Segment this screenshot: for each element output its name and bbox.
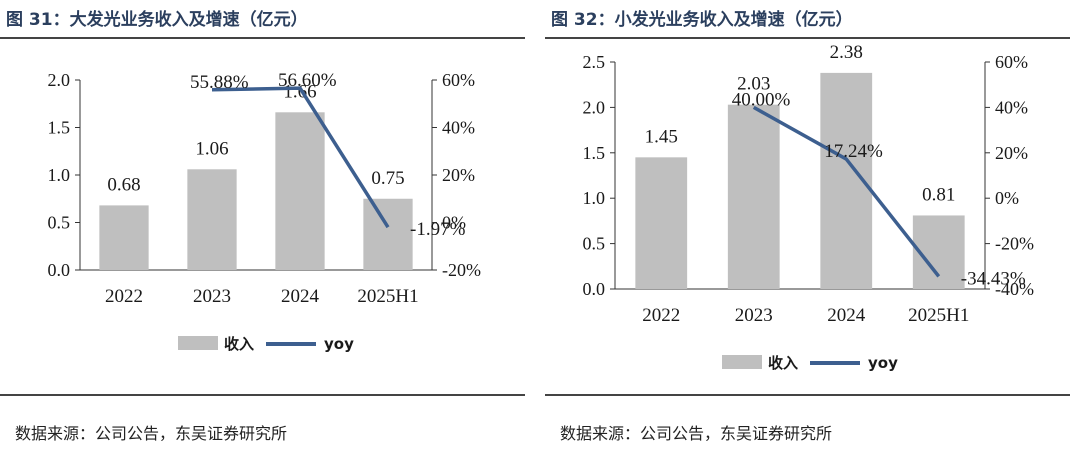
source-note: 数据来源：公司公告，东吴证券研究所	[15, 424, 288, 443]
legend-bar-swatch	[722, 355, 762, 369]
source-note: 数据来源：公司公告，东吴证券研究所	[560, 424, 833, 443]
bar-data-label: 2.03	[737, 74, 770, 95]
x-tick-label: 2025H1	[908, 305, 969, 326]
yoy-data-label: 55.88%	[190, 72, 249, 93]
y-right-tick-label: -40%	[995, 279, 1034, 299]
y-right-tick-label: 60%	[442, 70, 475, 90]
bar-data-label: 2.38	[830, 42, 863, 63]
y-left-tick-label: 1.0	[48, 165, 71, 185]
x-tick-label: 2023	[735, 305, 773, 326]
x-tick-label: 2022	[642, 305, 680, 326]
figure-31-panel: 图 31：大发光业务收入及增速（亿元） 0.0 0.5 1.0 1.5 2.0 -20% 0…	[0, 0, 535, 450]
yoy-data-label: -34.43%	[961, 268, 1026, 289]
x-tick-label: 2022	[105, 286, 143, 307]
x-tick-label: 2024	[827, 305, 866, 326]
legend-bar-swatch	[178, 336, 218, 350]
yoy-data-label: 40.00%	[732, 89, 791, 110]
y-right-tick-label: 20%	[995, 143, 1028, 163]
bar	[727, 104, 780, 290]
x-tick-label: 2025H1	[357, 286, 418, 307]
bottom-rule	[0, 394, 525, 396]
y-right-tick-label: -20%	[442, 260, 481, 280]
y-right-tick-label: 0%	[995, 188, 1019, 208]
top-rule	[545, 37, 1070, 39]
x-tick-label: 2023	[193, 286, 231, 307]
y-left-tick-label: 0.0	[583, 279, 606, 299]
legend-bar-label: 收入	[768, 354, 798, 372]
bar-data-label: 1.06	[195, 138, 228, 159]
figure-title: 图 32：小发光业务收入及增速（亿元）	[551, 10, 853, 30]
y-left-tick-label: 2.0	[583, 97, 606, 117]
y-right-tick-label: 20%	[442, 165, 475, 185]
y-right-tick-label: 40%	[995, 97, 1028, 117]
figure-title: 图 31：大发光业务收入及增速（亿元）	[6, 10, 308, 30]
yoy-data-label: 56.60%	[278, 70, 337, 91]
y-right-tick-label: 0%	[442, 213, 466, 233]
bar	[187, 169, 237, 270]
top-rule	[0, 37, 525, 39]
bar-data-label: 1.45	[645, 126, 678, 147]
chart-large-emission: 0.00.51.01.52.0-20%0%20%40%60%0.681.061.…	[48, 70, 482, 353]
bar	[635, 157, 688, 289]
bar-data-label: 0.81	[922, 184, 955, 205]
y-left-tick-label: 0.5	[48, 213, 71, 233]
y-left-tick-label: 0.5	[583, 234, 606, 254]
y-left-tick-label: 2.0	[48, 70, 71, 90]
y-right-tick-label: 60%	[995, 52, 1028, 72]
chart-small-emission: 0.0 0.5 1.0 1.5 2.0 2.5 -40% -20% 0% 20% 40% 60% 1.4…	[583, 42, 1035, 372]
legend-bar-label: 收入	[224, 335, 254, 353]
bar-data-label: 0.68	[107, 174, 140, 195]
y-left-tick-label: 2.5	[583, 52, 606, 72]
y-right-tick-label: -20%	[995, 234, 1034, 254]
legend-line-label: yoy	[324, 335, 354, 353]
y-left-tick-label: 0.0	[48, 260, 71, 280]
figure-32-panel: 图 32：小发光业务收入及增速（亿元） 0.0 0.5 1.0 1.5 2.0 2.5 -4…	[545, 0, 1080, 450]
x-tick-label: 2024	[281, 286, 320, 307]
bar	[99, 205, 149, 270]
bar	[363, 198, 413, 270]
y-left-tick-label: 1.5	[583, 143, 606, 163]
bar	[275, 112, 325, 270]
legend-line-label: yoy	[868, 354, 898, 372]
bottom-rule	[545, 394, 1070, 396]
yoy-data-label: -1.97%	[410, 219, 466, 240]
y-left-tick-label: 1.5	[48, 118, 71, 138]
bar-data-label: 0.75	[371, 168, 404, 189]
y-left-tick-label: 1.0	[583, 188, 606, 208]
yoy-data-label: 17.24%	[824, 141, 883, 162]
y-right-tick-label: 40%	[442, 118, 475, 138]
